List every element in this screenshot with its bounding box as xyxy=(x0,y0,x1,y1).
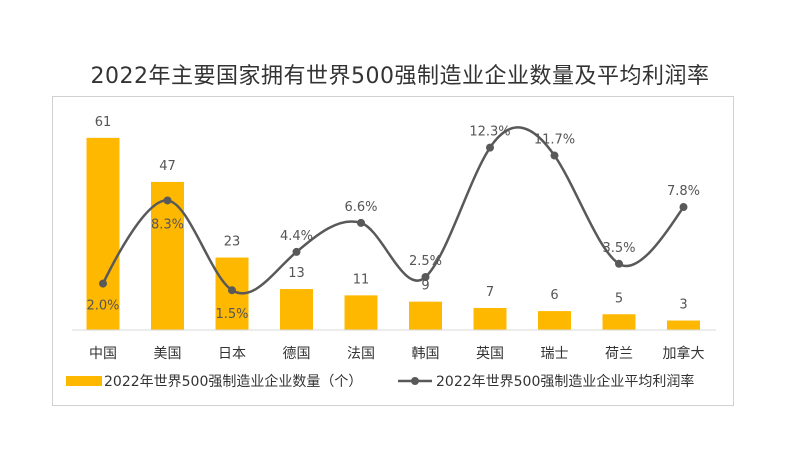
bars-layer xyxy=(86,137,700,330)
category-label-2: 日本 xyxy=(218,346,246,362)
line-value-label-3: 4.4% xyxy=(280,229,313,244)
category-label-1: 美国 xyxy=(154,346,182,362)
bar-value-label-9: 3 xyxy=(679,298,687,313)
line-point-7 xyxy=(550,151,559,160)
labels-layer: 61 中国 47 美国 23 日本 13 德国 11 法国 9 韩国 7 英国 6 瑞士 5 荷兰 3 加拿大 2.0%… xyxy=(86,115,704,362)
line-layer xyxy=(99,126,688,295)
bar-value-label-0: 61 xyxy=(95,115,112,130)
line-value-label-0: 2.0% xyxy=(86,299,119,314)
line-point-6 xyxy=(486,143,494,152)
legend-line-marker xyxy=(411,377,419,385)
bar-value-label-7: 6 xyxy=(550,288,558,303)
bar-7 xyxy=(538,311,571,330)
bar-value-label-1: 47 xyxy=(159,159,176,174)
bar-0 xyxy=(86,137,120,330)
line-point-9 xyxy=(679,203,688,212)
line-point-8 xyxy=(615,259,623,268)
bar-value-label-6: 7 xyxy=(486,285,494,300)
line-value-label-7: 11.7% xyxy=(534,133,575,148)
line-point-4 xyxy=(357,218,365,227)
bar-3 xyxy=(280,289,313,330)
bar-5 xyxy=(409,301,442,330)
line-value-label-5: 2.5% xyxy=(409,254,442,269)
legend-line-label: 2022年世界500强制造业企业平均利润率 xyxy=(436,373,694,390)
bar-8 xyxy=(602,314,636,330)
line-point-5 xyxy=(421,273,430,281)
line-point-3 xyxy=(292,247,301,256)
category-label-9: 加拿大 xyxy=(663,345,705,362)
chart-frame xyxy=(52,96,734,406)
line-point-1 xyxy=(163,196,172,205)
bar-6 xyxy=(473,307,507,330)
category-label-6: 英国 xyxy=(476,345,504,362)
line-point-2 xyxy=(228,286,236,295)
category-label-8: 荷兰 xyxy=(605,346,633,362)
line-value-label-1: 8.3% xyxy=(151,217,184,232)
category-label-3: 德国 xyxy=(283,346,311,362)
bar-4 xyxy=(344,295,378,330)
bar-value-label-4: 11 xyxy=(353,272,370,287)
category-label-4: 法国 xyxy=(347,346,375,362)
line-point-0 xyxy=(99,279,107,288)
category-label-5: 韩国 xyxy=(412,346,440,362)
legend: 2022年世界500强制造业企业数量（个） 2022年世界500强制造业企业平均利… xyxy=(66,373,694,390)
line-value-label-9: 7.8% xyxy=(667,184,700,199)
category-label-7: 瑞士 xyxy=(541,346,569,362)
bar-value-label-2: 23 xyxy=(224,235,241,250)
bar-9 xyxy=(667,320,700,330)
bar-value-label-5: 9 xyxy=(421,279,429,294)
legend-bar-swatch xyxy=(66,376,102,386)
bar-value-label-3: 13 xyxy=(288,266,305,281)
line-value-label-4: 6.6% xyxy=(344,200,377,215)
chart-title: 2022年主要国家拥有世界500强制造业企业数量及平均利润率 xyxy=(90,64,710,89)
line-value-label-2: 1.5% xyxy=(215,307,248,322)
line-value-label-8: 3.5% xyxy=(602,241,635,256)
legend-bar-label: 2022年世界500强制造业企业数量（个） xyxy=(104,373,362,390)
bar-value-label-8: 5 xyxy=(615,291,623,306)
category-label-0: 中国 xyxy=(89,346,117,362)
profit-rate-line xyxy=(101,126,685,295)
line-value-label-6: 12.3% xyxy=(469,125,510,140)
